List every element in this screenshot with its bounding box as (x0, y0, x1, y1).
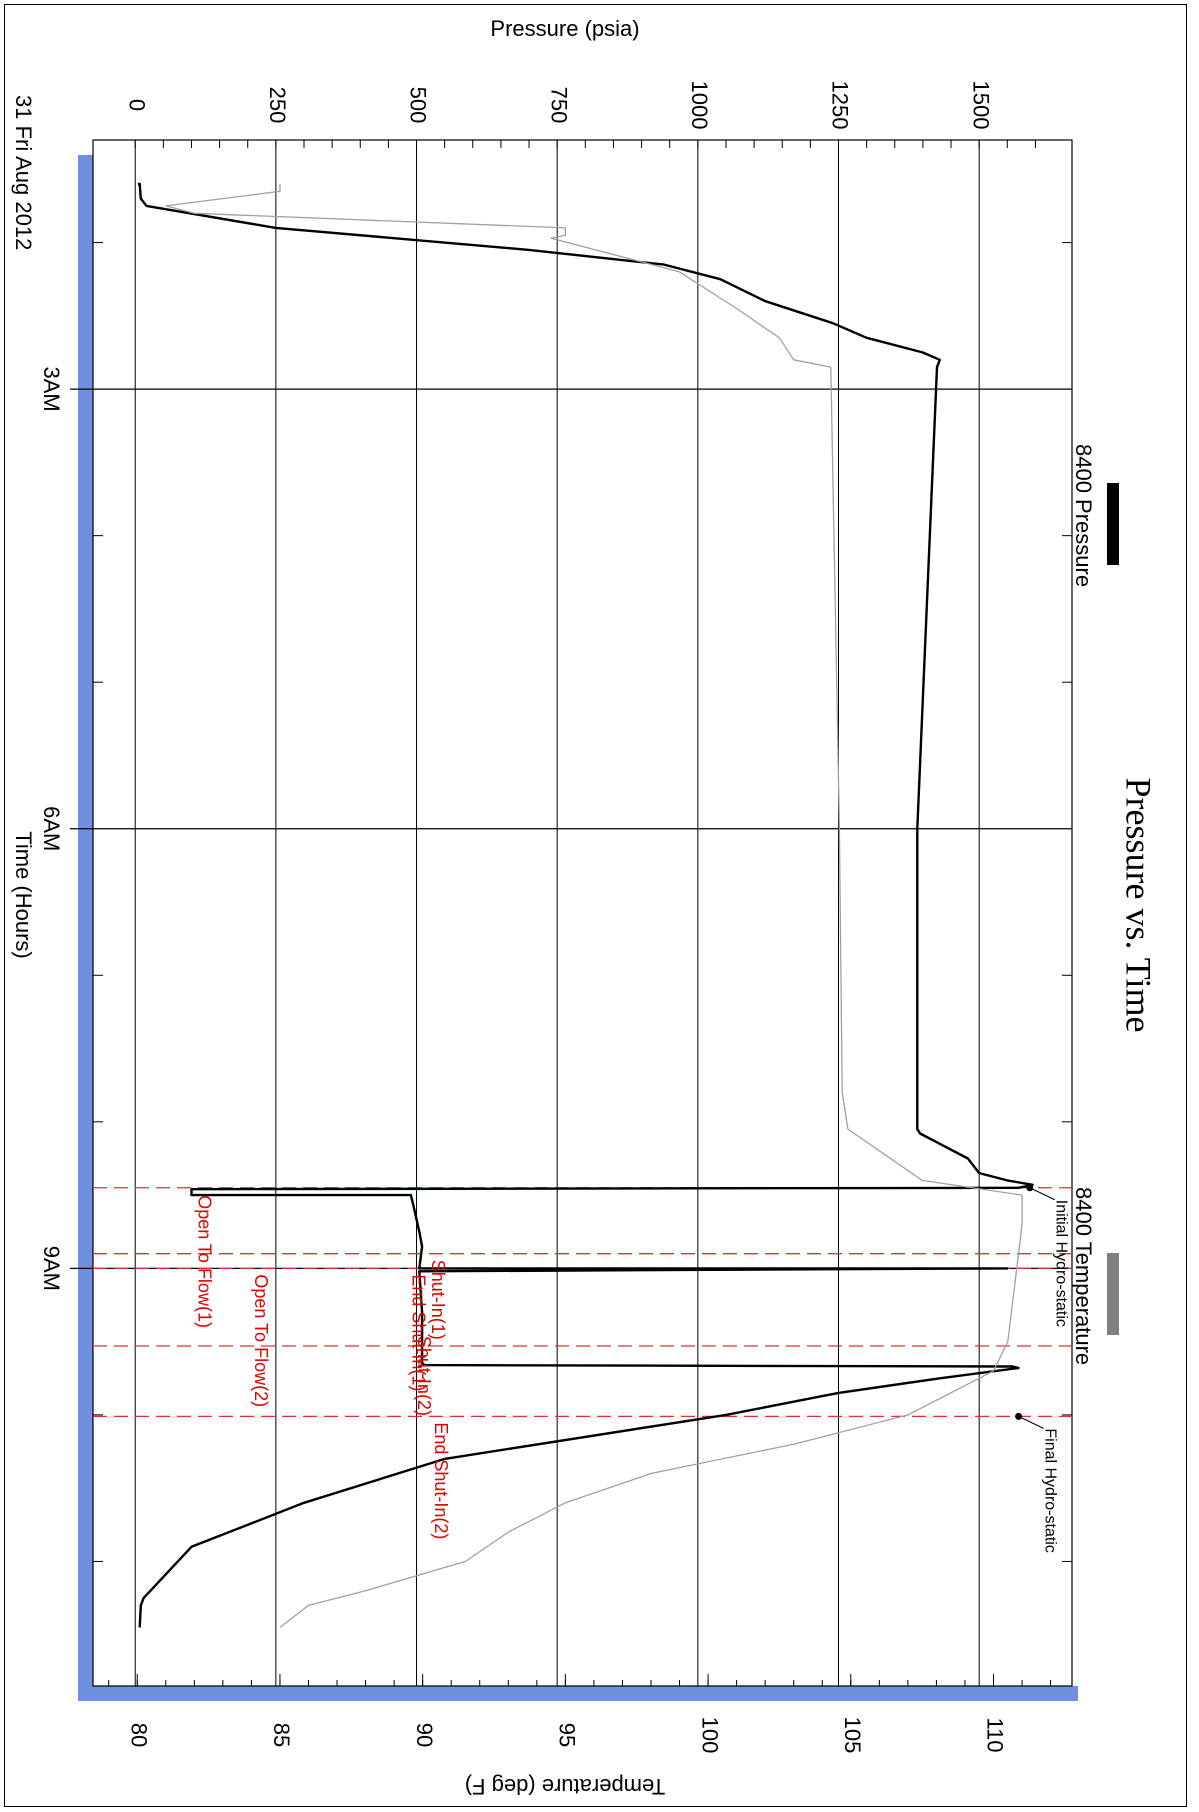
event-label: Shut-In(2) (414, 1336, 434, 1416)
temperature-tick-label: 105 (840, 1717, 865, 1754)
time-axis-title: Time (Hours) (11, 831, 36, 959)
time-tick-label: 6AM (39, 806, 64, 851)
event-label: Initial Hydro-static (1053, 1200, 1070, 1327)
event-label: Shut-In(1) (428, 1260, 448, 1340)
pressure-tick-label: 500 (406, 87, 431, 124)
event-label: End Shut-In(1) (409, 1274, 429, 1391)
pressure-tick-label: 750 (546, 87, 571, 124)
legend-label-temperature: 8400 Temperature (1071, 1187, 1096, 1365)
temperature-tick-label: 100 (697, 1717, 722, 1754)
legend-swatch-pressure (1107, 483, 1119, 565)
pressure-series-line (138, 182, 1034, 1628)
chart-title: Pressure vs. Time (1119, 777, 1159, 1032)
pressure-tick-label: 1250 (828, 81, 853, 130)
legend-swatch-temperature (1107, 1253, 1119, 1335)
legend-label-pressure: 8400 Pressure (1071, 444, 1096, 587)
pressure-tick-label: 250 (265, 87, 290, 124)
plot-border (92, 139, 1073, 1687)
pressure-tick-label: 1500 (968, 81, 993, 130)
time-tick-label: 9AM (39, 1246, 64, 1291)
temperature-tick-label: 95 (555, 1723, 580, 1747)
event-label: End Shut-In(2) (431, 1422, 451, 1539)
pressure-axis-title: Pressure (psia) (490, 16, 639, 41)
temperature-axis-bar (78, 1686, 1078, 1701)
pressure-tick-label: 1000 (687, 81, 712, 130)
temperature-tick-label: 85 (269, 1723, 294, 1747)
event-leader-line (1018, 1415, 1044, 1429)
time-tick-label: 3AM (39, 366, 64, 411)
temperature-tick-label: 110 (983, 1717, 1008, 1752)
event-leader-line (1029, 1187, 1056, 1201)
temperature-tick-label: 90 (412, 1723, 437, 1747)
event-label: Open To Flow(1) (195, 1195, 215, 1328)
temperature-axis-title: Temperature (deg F) (465, 1774, 666, 1799)
event-label: Final Hydro-static (1041, 1428, 1058, 1552)
chart-frame (4, 4, 1187, 1807)
time-axis-bar (78, 155, 93, 1701)
date-label: 31 Fri Aug 2012 (11, 95, 36, 250)
temperature-tick-label: 80 (126, 1723, 151, 1747)
pressure-tick-label: 0 (124, 99, 149, 111)
temperature-series-line (165, 184, 1023, 1628)
event-label: Open To Flow(2) (251, 1274, 271, 1407)
